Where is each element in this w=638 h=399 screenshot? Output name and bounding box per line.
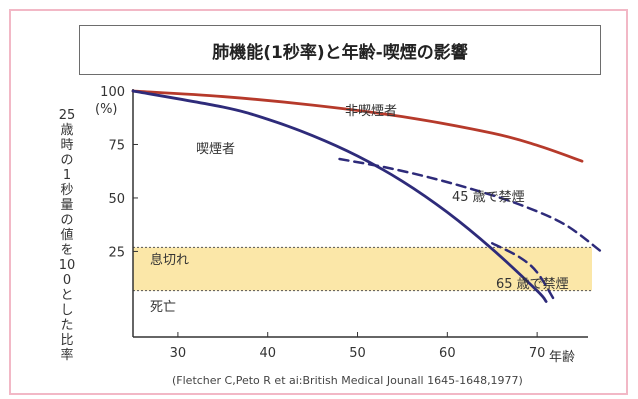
chart-title: 肺機能(1秒率)と年齢-喫煙の影響	[79, 25, 601, 75]
y-unit-label: (%)	[95, 102, 118, 117]
y-tick-label: 50	[108, 192, 125, 207]
y-tick-label: 75	[108, 138, 125, 153]
band-label-lower: 死亡	[150, 300, 176, 315]
y-tick-label: 100	[100, 85, 125, 100]
annotation-nonsmoker: 非喫煙者	[345, 104, 397, 119]
x-tick-label: 70	[529, 346, 546, 361]
x-tick-label: 50	[349, 346, 366, 361]
series-line-0	[131, 89, 584, 163]
band-label-upper: 息切れ	[150, 252, 189, 268]
x-tick-label: 40	[259, 346, 276, 361]
source-citation: (Fletcher C,Peto R et ai:British Medical…	[172, 374, 523, 387]
series-line-2	[338, 157, 602, 252]
annotation-smoker: 喫煙者	[196, 142, 235, 157]
x-tick-label: 30	[170, 346, 187, 361]
x-tick-label: 60	[439, 346, 456, 361]
y-axis-label: 25歳時の1秒量の値を100とした比率	[58, 108, 76, 363]
x-axis-label: 年齢	[549, 350, 575, 365]
y-tick-label: 25	[108, 245, 125, 260]
annotation-quit-45: 45 歳で禁煙	[452, 190, 525, 205]
annotation-quit-65: 65 歳で禁煙	[496, 277, 569, 292]
